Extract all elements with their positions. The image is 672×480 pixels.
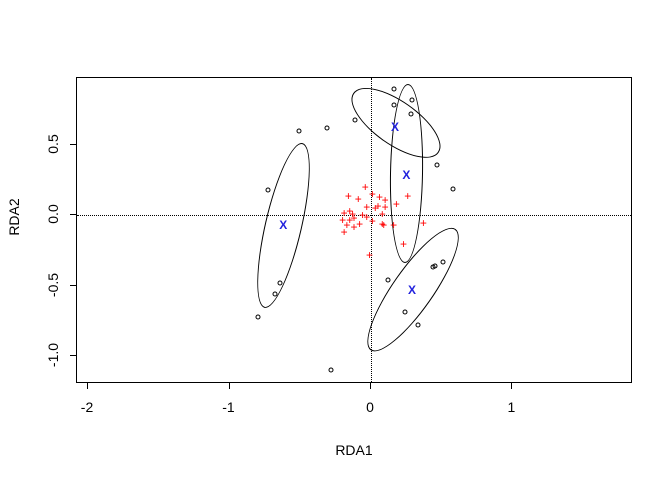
species-point: +: [339, 212, 347, 227]
site-point: [409, 97, 415, 103]
centroid-mark: X: [407, 282, 417, 297]
species-point: +: [340, 225, 348, 240]
x-tick-mark: [369, 383, 371, 389]
site-point: [324, 125, 330, 131]
species-point: +: [378, 207, 386, 222]
species-point: +: [392, 197, 400, 212]
species-point: +: [400, 236, 408, 251]
y-tick-label: 0.0: [45, 204, 61, 225]
species-point: +: [366, 247, 374, 262]
y-tick-mark: [70, 284, 76, 286]
y-tick-mark: [70, 214, 76, 216]
x-tick-mark: [87, 383, 89, 389]
site-point: [391, 102, 397, 108]
x-tick-label: 0: [366, 399, 374, 415]
species-point: +: [375, 190, 383, 205]
site-point: [450, 186, 456, 192]
y-tick-mark: [70, 354, 76, 356]
centroid-mark: X: [391, 120, 400, 134]
y-tick-mark: [70, 144, 76, 146]
site-point: [352, 117, 358, 123]
species-point: +: [346, 212, 354, 227]
x-tick-label: 1: [507, 399, 516, 415]
site-point: [277, 280, 283, 286]
species-point: +: [340, 205, 348, 220]
zero-vertical-reference-line: [370, 78, 372, 382]
species-point: +: [343, 218, 351, 233]
species-point: +: [350, 211, 358, 226]
species-point: +: [378, 216, 386, 231]
site-point: [328, 367, 334, 373]
centroid-mark: X: [402, 167, 411, 182]
species-point: +: [390, 218, 398, 233]
y-tick-label: 0.5: [45, 134, 61, 154]
species-point: +: [363, 209, 371, 224]
site-point: [272, 291, 278, 297]
x-tick-mark: [228, 383, 230, 389]
species-point: +: [350, 219, 358, 234]
centroid-mark: X: [279, 218, 288, 233]
site-point: [391, 86, 397, 92]
species-point: +: [419, 215, 427, 230]
x-tick-label: -1: [222, 399, 235, 415]
site-point: [385, 277, 391, 283]
site-point: [440, 259, 446, 265]
site-point: [432, 263, 438, 269]
x-axis-title: RDA1: [335, 442, 373, 458]
species-point: +: [354, 191, 362, 206]
species-point: +: [344, 188, 352, 203]
y-axis-title: RDA2: [6, 198, 22, 236]
plot-area: + + + + + + + + + + + + + + + + + + + + + + + + + + + + + + + + X X X X: [76, 75, 632, 383]
species-point: +: [361, 180, 369, 195]
site-point: [265, 187, 271, 193]
species-point: +: [381, 200, 389, 215]
species-point: +: [363, 200, 371, 215]
x-tick-label: -2: [80, 399, 94, 415]
species-point: +: [356, 216, 364, 231]
species-point: +: [368, 187, 376, 202]
zero-horizontal-reference-line: [77, 215, 631, 217]
species-point: +: [349, 207, 357, 222]
site-point: [255, 314, 261, 320]
species-point: +: [380, 218, 388, 233]
species-point: +: [374, 198, 382, 213]
y-tick-label: -0.5: [45, 272, 61, 297]
species-point: +: [346, 204, 354, 219]
site-point: [415, 322, 421, 328]
species-point: +: [371, 201, 379, 216]
species-point: +: [368, 214, 376, 229]
species-point: +: [381, 193, 389, 208]
species-point: +: [404, 188, 412, 203]
site-point: [408, 111, 414, 117]
site-point: [296, 128, 302, 134]
species-point: +: [358, 208, 366, 223]
x-tick-mark: [511, 383, 513, 389]
y-tick-label: -1.0: [45, 342, 61, 367]
site-point: [402, 309, 408, 315]
site-point: [434, 162, 440, 168]
